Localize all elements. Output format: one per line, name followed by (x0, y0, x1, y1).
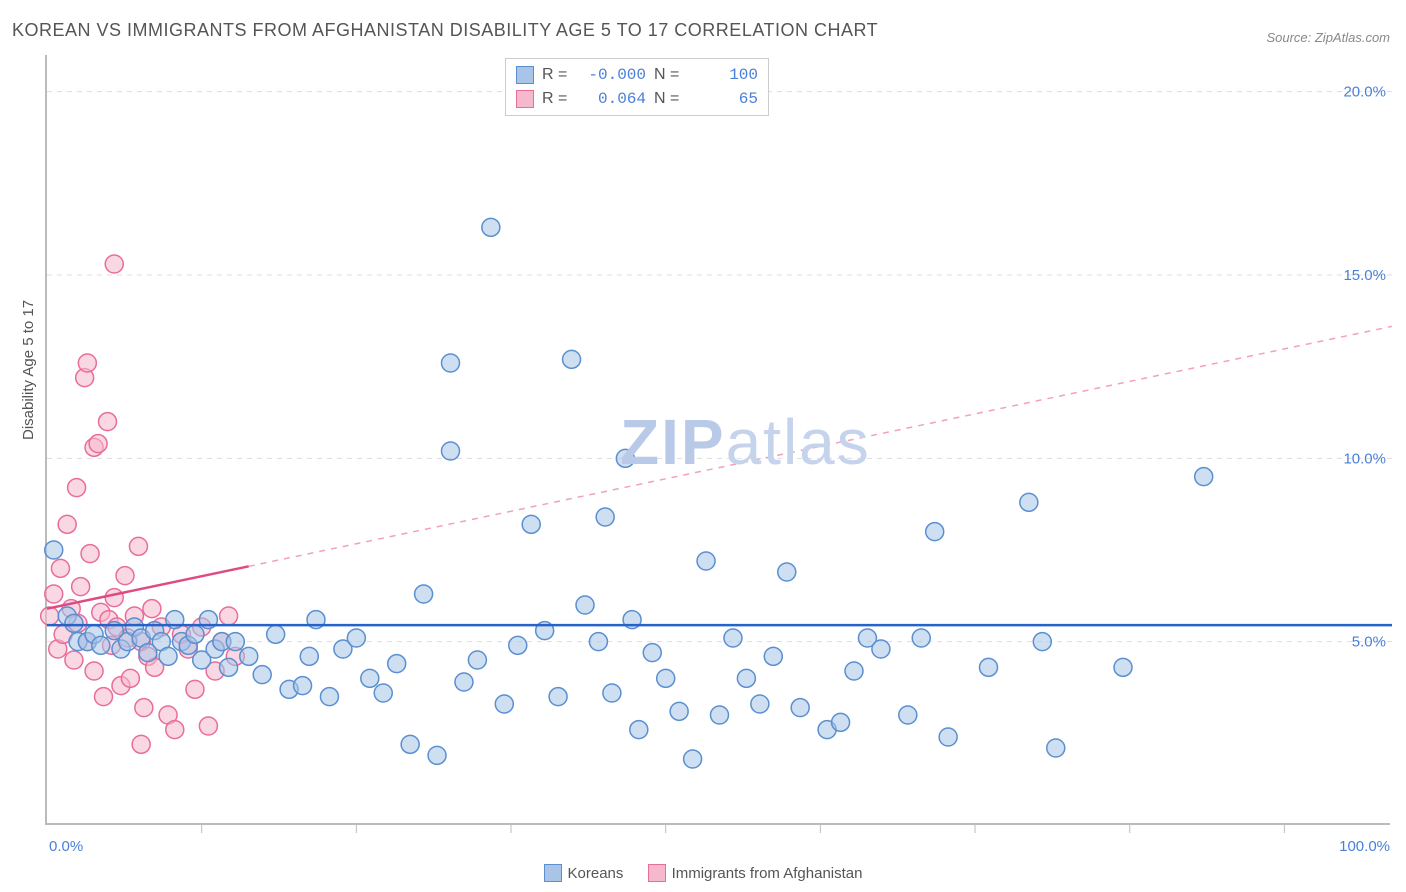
legend-label: Immigrants from Afghanistan (672, 865, 863, 882)
r-label: R = (542, 63, 572, 87)
n-value: 65 (692, 87, 758, 111)
svg-text:5.0%: 5.0% (1352, 634, 1386, 651)
series-legend: Koreans Immigrants from Afghanistan (0, 864, 1406, 886)
legend-swatch-pink (648, 864, 666, 882)
r-value: 0.064 (580, 87, 646, 111)
legend-row-koreans: R = -0.000 N = 100 (516, 63, 758, 87)
legend-swatch-blue (544, 864, 562, 882)
legend-row-afghanistan: R = 0.064 N = 65 (516, 87, 758, 111)
n-label: N = (654, 87, 684, 111)
r-value: -0.000 (580, 63, 646, 87)
legend-label: Koreans (568, 865, 624, 882)
chart-title: KOREAN VS IMMIGRANTS FROM AFGHANISTAN DI… (12, 20, 878, 41)
legend-swatch-blue (516, 66, 534, 84)
source-attribution: Source: ZipAtlas.com (1266, 30, 1390, 45)
svg-text:20.0%: 20.0% (1343, 84, 1386, 101)
r-label: R = (542, 87, 572, 111)
legend-item-koreans: Koreans (544, 864, 624, 882)
correlation-legend: R = -0.000 N = 100 R = 0.064 N = 65 (505, 58, 769, 116)
legend-item-afghanistan: Immigrants from Afghanistan (648, 864, 863, 882)
svg-text:10.0%: 10.0% (1343, 450, 1386, 467)
legend-swatch-pink (516, 90, 534, 108)
y-axis-label: Disability Age 5 to 17 (20, 300, 37, 440)
n-value: 100 (692, 63, 758, 87)
svg-text:0.0%: 0.0% (49, 838, 83, 855)
watermark: ZIPatlas (620, 405, 871, 479)
svg-text:100.0%: 100.0% (1339, 838, 1390, 855)
svg-text:15.0%: 15.0% (1343, 267, 1386, 284)
n-label: N = (654, 63, 684, 87)
